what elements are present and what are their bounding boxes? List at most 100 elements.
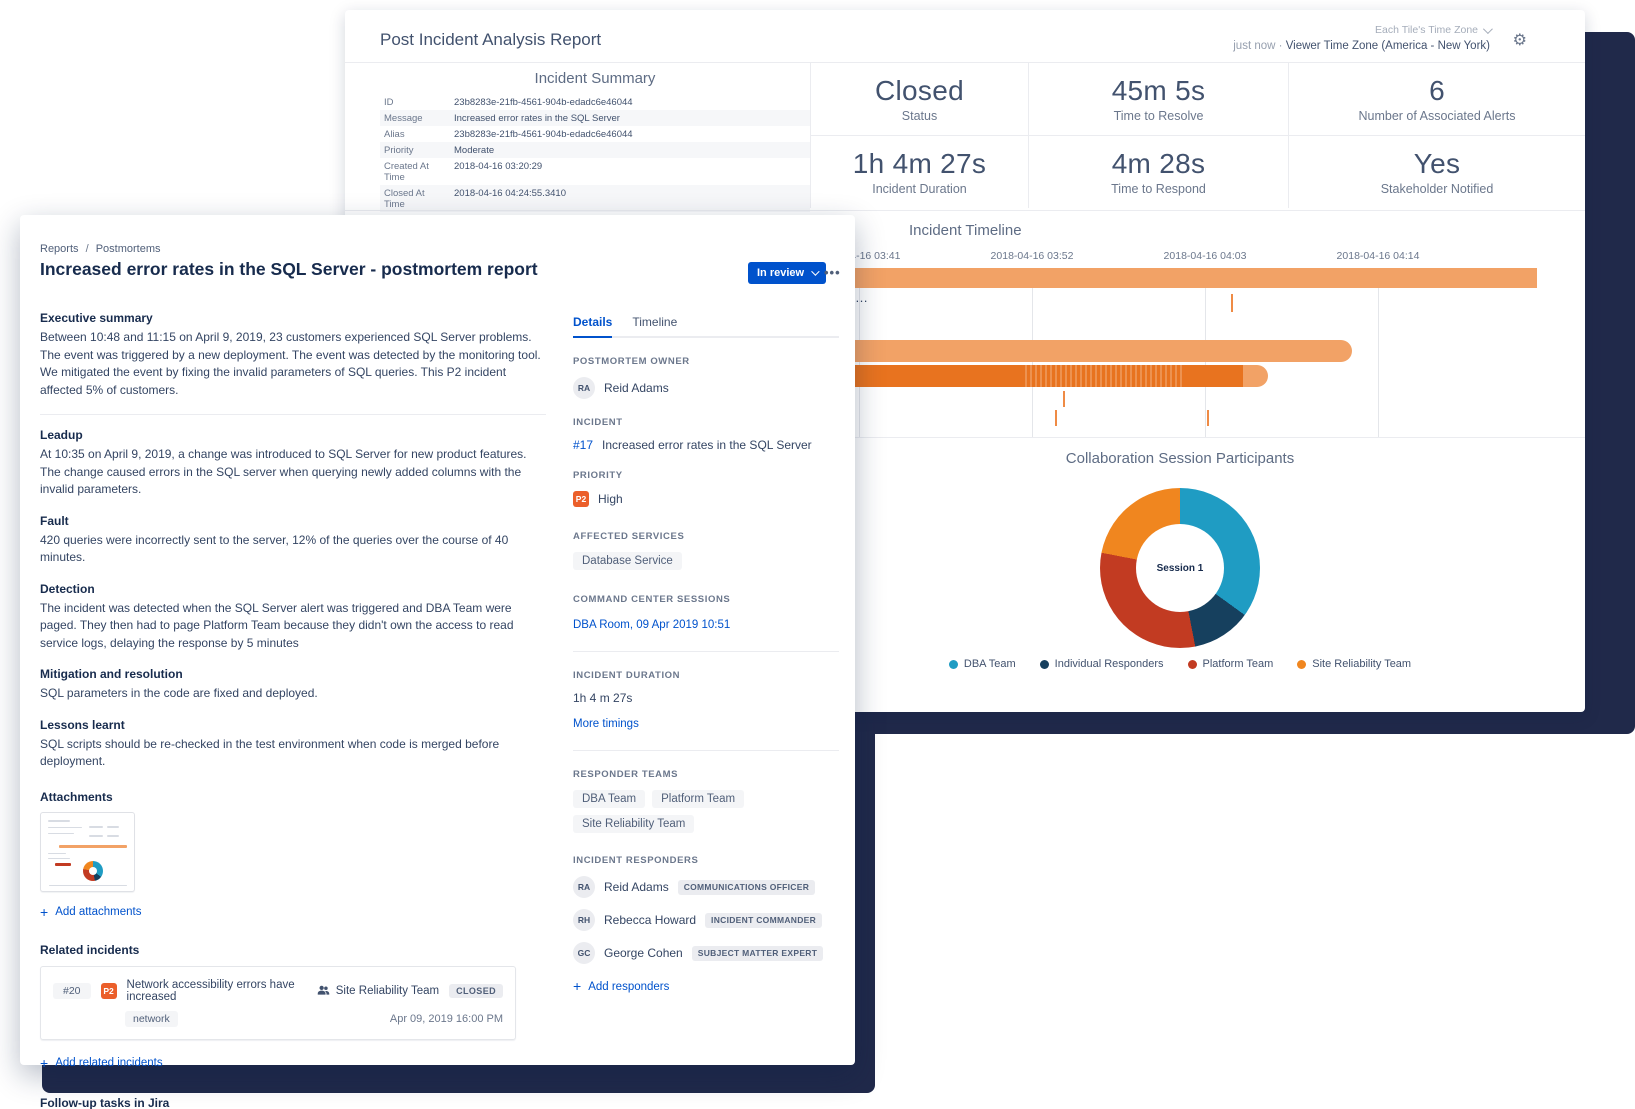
participants-donut-chart: Session 1 <box>1100 488 1260 648</box>
team-icon <box>317 985 330 995</box>
section-heading: Leadup <box>40 428 83 442</box>
donut-center-label: Session 1 <box>1156 562 1204 574</box>
responder-name: Reid Adams <box>604 880 669 894</box>
postmortem-owner: RA Reid Adams <box>573 377 839 399</box>
viewer-timezone: Viewer Time Zone (America - New York) <box>1285 39 1490 52</box>
timeline-bar-2 <box>845 340 1352 362</box>
timeline-event-marker <box>1231 294 1233 312</box>
report-title: Post Incident Analysis Report <box>380 30 602 49</box>
section-executive-summary: Executive summary Between 10:48 and 11:1… <box>40 311 546 399</box>
header-divider <box>345 62 1585 63</box>
incident-summary-title: Incident Summary <box>534 70 656 87</box>
section-jira-tasks: Follow-up tasks in Jira DBA-1421 https:/… <box>40 1096 546 1109</box>
chevron-down-icon <box>811 267 820 276</box>
attachment-thumbnail[interactable] <box>40 811 135 892</box>
command-center-session-link[interactable]: DBA Room, 09 Apr 2019 10:51 <box>573 619 731 631</box>
responder-name: George Cohen <box>604 946 683 960</box>
incident-id-link[interactable]: #17 <box>573 438 594 452</box>
status-badge: CLOSED <box>449 983 503 998</box>
avatar: RA <box>573 377 595 399</box>
section-body: SQL parameters in the code are fixed and… <box>40 686 318 700</box>
section-body: The incident was detected when the SQL S… <box>40 600 514 650</box>
incident-summary-table: ID 23b8283e-21fb-4561-904b-edadc6e46044 M… <box>380 94 810 212</box>
section-lessons-learnt: Lessons learnt SQL scripts should be re-… <box>40 718 546 771</box>
postmortem-window: Reports / Postmortems Increased error ra… <box>20 215 855 1109</box>
responder-role-badge: INCIDENT COMMANDER <box>705 912 823 928</box>
timezone-mode-dropdown[interactable]: Each Tile's Time Zone <box>1233 23 1493 38</box>
section-heading: Attachments <box>40 789 113 804</box>
breadcrumb-reports[interactable]: Reports <box>40 243 79 255</box>
priority-value-row: P2 High <box>573 491 839 507</box>
section-heading: Fault <box>40 513 69 528</box>
related-incident-title: Network accessibility errors have increa… <box>126 978 295 1003</box>
priority-p2-badge: P2 <box>573 491 589 507</box>
section-heading: Related incidents <box>40 942 140 957</box>
section-body: 420 queries were incorrectly sent to the… <box>40 532 509 565</box>
section-body: Between 10:48 and 11:15 on April 9, 2019… <box>40 330 541 397</box>
status-in-review-button[interactable]: In review <box>748 262 827 284</box>
add-responders-link[interactable]: Add responders <box>573 979 669 994</box>
page-title: Increased error rates in the SQL Server … <box>40 259 538 279</box>
details-panel: Details Timeline POSTMORTEM OWNER RA Rei… <box>573 315 839 996</box>
breadcrumb: Reports / Postmortems <box>40 243 161 255</box>
kpi-tiles: Closed Status 45m 5s Time to Resolve 6 Numb… <box>810 62 1585 208</box>
priority-value: High <box>598 492 623 506</box>
incident-tag-chip: network <box>125 1010 178 1027</box>
section-heading: Lessons learnt <box>40 717 125 732</box>
sessions-label: COMMAND CENTER SESSIONS <box>573 594 731 605</box>
plus-icon <box>40 1056 48 1071</box>
avatar: RA <box>573 876 595 898</box>
legend-dot-icon <box>1187 659 1197 669</box>
panel-divider <box>573 750 839 751</box>
incident-title: Increased error rates in the SQL Server <box>602 438 812 452</box>
last-updated: just now <box>1233 39 1276 52</box>
tile-associated-alerts: 6 Number of Associated Alerts <box>1288 62 1585 135</box>
section-heading: Mitigation and resolution <box>40 667 183 681</box>
team-chip: Platform Team <box>652 790 745 808</box>
viewer-timezone-line: just now · Viewer Time Zone (America - N… <box>1233 38 1490 54</box>
plus-icon <box>573 979 581 994</box>
duration-value: 1h 4 m 27s <box>573 691 633 705</box>
legend-dot-icon <box>1297 659 1307 669</box>
legend-item-dba-team: DBA Team <box>948 658 1016 670</box>
add-attachments-link[interactable]: Add attachments <box>40 905 141 920</box>
tile-incident-duration: 1h 4m 27s Incident Duration <box>810 135 1028 208</box>
donut-hole: Session 1 <box>1136 524 1224 612</box>
timeline-event-marker <box>1055 410 1057 426</box>
section-related-incidents: Related incidents #20 P2 Network accessi… <box>40 943 546 1073</box>
incident-responders-label: INCIDENT RESPONDERS <box>573 855 699 866</box>
responder-role-badge: COMMUNICATIONS OFFICER <box>677 879 816 895</box>
tab-timeline[interactable]: Timeline <box>632 315 678 329</box>
table-row: Alias 23b8283e-21fb-4561-904b-edadc6e4604… <box>384 128 633 140</box>
owner-name: Reid Adams <box>604 381 669 395</box>
section-divider <box>40 414 546 415</box>
settings-gear-icon[interactable]: ⚙ <box>1512 30 1527 49</box>
timeline-event-marker <box>1207 410 1209 426</box>
thumbnail-donut <box>83 860 103 881</box>
linked-incident: #17 Increased error rates in the SQL Ser… <box>573 438 839 452</box>
priority-p2-badge: P2 <box>100 982 117 999</box>
responder-teams-label: RESPONDER TEAMS <box>573 769 679 780</box>
tile-time-to-resolve: 45m 5s Time to Resolve <box>1028 62 1288 135</box>
section-heading: Executive summary <box>40 311 153 325</box>
responder-name: Rebecca Howard <box>604 913 697 927</box>
incident-timeline-title: Incident Timeline <box>909 222 1022 239</box>
tile-stakeholder-notified: Yes Stakeholder Notified <box>1288 135 1585 208</box>
related-incident-card[interactable]: #20 P2 Network accessibility errors have… <box>40 965 516 1040</box>
more-actions-icon[interactable]: ••• <box>824 265 841 280</box>
participants-chart-title: Collaboration Session Participants <box>1065 450 1295 467</box>
timezone-mode-label: Each Tile's Time Zone <box>1375 24 1478 36</box>
panel-divider <box>573 651 839 652</box>
related-incident-team: Site Reliability Team <box>335 984 440 997</box>
incident-label: INCIDENT <box>573 417 623 428</box>
breadcrumb-postmortems[interactable]: Postmortems <box>95 243 161 255</box>
timeline-row-label: … <box>855 290 869 305</box>
section-divider <box>345 437 1585 438</box>
add-related-incidents-link[interactable]: Add related incidents <box>40 1056 162 1071</box>
section-detection: Detection The incident was detected when… <box>40 582 546 653</box>
avatar: GC <box>573 942 595 964</box>
team-chip: DBA Team <box>573 790 646 808</box>
tab-details[interactable]: Details <box>573 315 613 338</box>
more-timings-link[interactable]: More timings <box>573 718 639 730</box>
section-attachments: Attachments <box>40 790 546 922</box>
